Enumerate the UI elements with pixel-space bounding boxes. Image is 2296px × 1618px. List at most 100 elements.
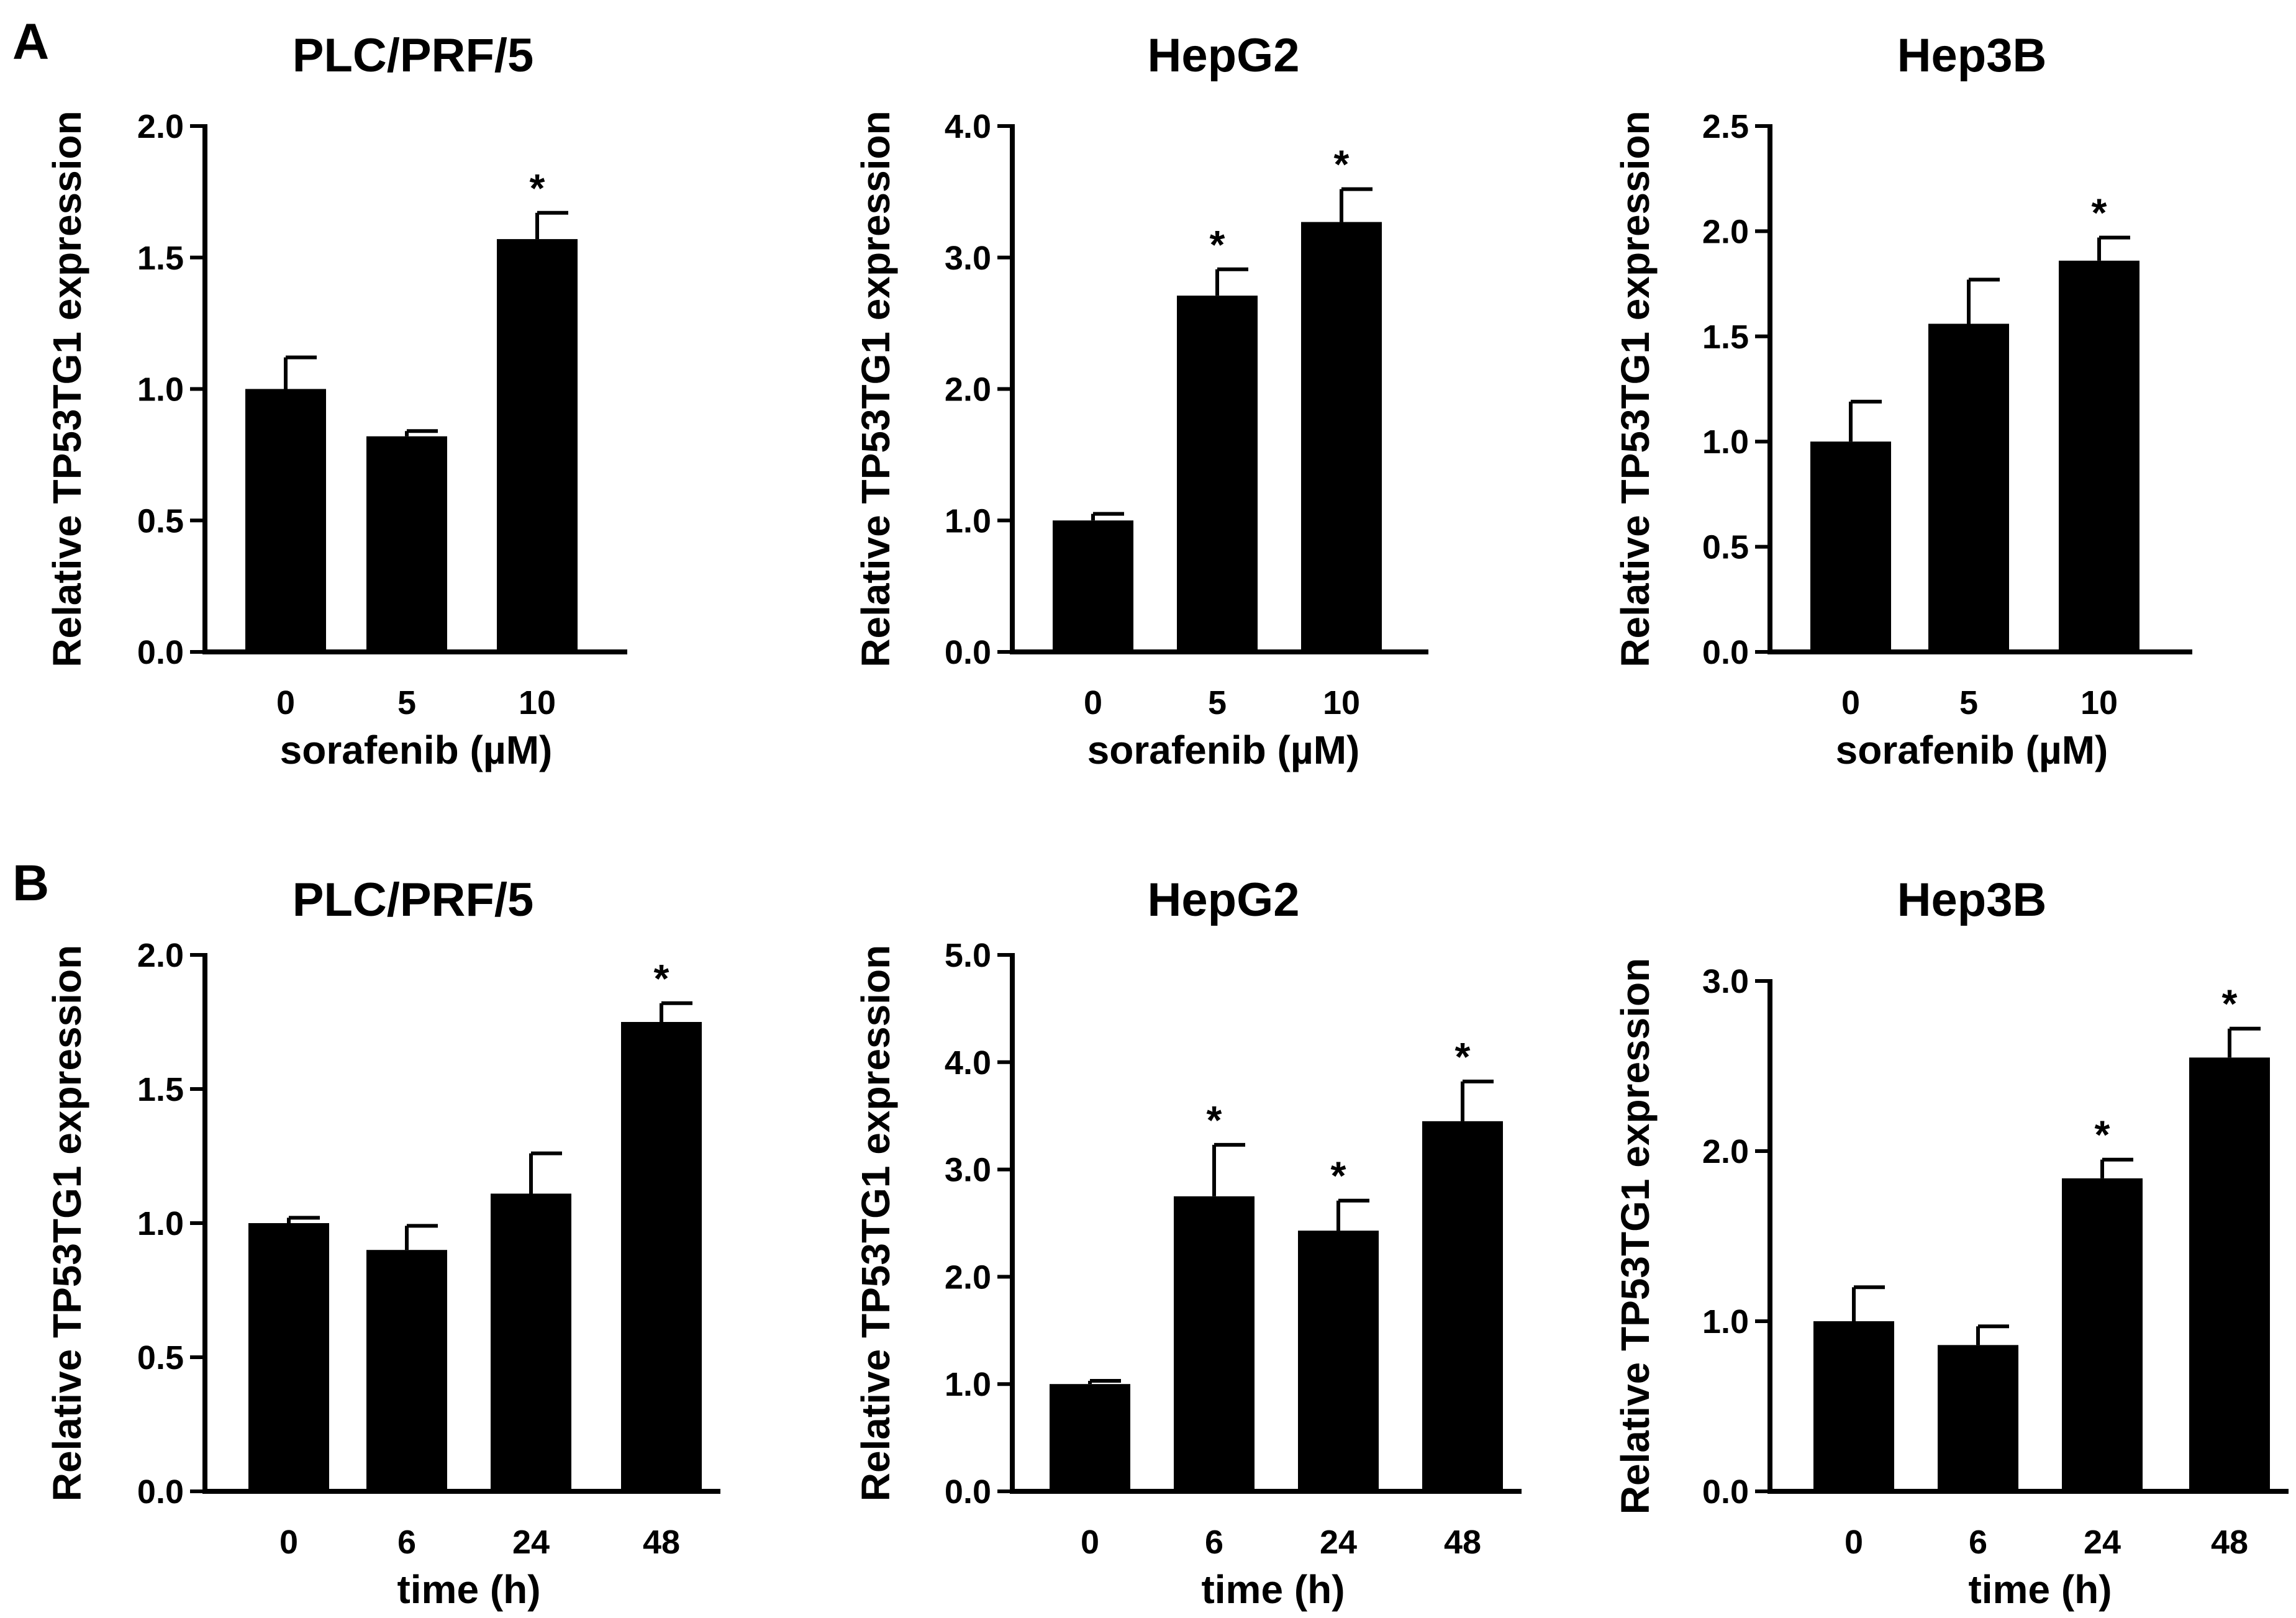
y-tick-label: 2.0 [1702,1133,1749,1170]
chart-title: PLC/PRF/5 [293,29,534,82]
bar [366,1250,447,1491]
x-tick-label: 24 [1320,1524,1357,1561]
bar [2059,260,2139,652]
y-tick-label: 2.0 [945,371,991,409]
y-tick-label: 1.5 [1702,319,1749,356]
y-tick-label: 1.0 [137,1205,184,1242]
x-tick-label: 0 [1081,1524,1099,1561]
y-tick-label: 4.0 [945,108,991,145]
x-tick-label: 0 [279,1524,298,1561]
bar [248,1223,329,1491]
bar [1938,1345,2018,1491]
y-tick-label: 1.0 [945,502,991,540]
x-axis-label: time (h) [397,1567,540,1612]
x-tick-label: 10 [2080,684,2118,721]
y-axis-label: Relative TP53TG1 expression [45,111,89,667]
bar [1174,1196,1255,1491]
y-tick-label: 2.0 [945,1259,991,1296]
y-tick-label: 0.0 [945,634,991,671]
x-tick-label: 0 [1845,1524,1863,1561]
y-axis-label: Relative TP53TG1 expression [1613,958,1658,1514]
y-tick-label: 2.0 [137,108,184,145]
bar [1813,1321,1894,1491]
chart-b-hepg2: HepG2 * * * 0.0 1.0 2.0 3.0 4.0 5.0 0 6 24 48 time (h)… [853,874,1522,1612]
significance-marker: * [1210,222,1225,267]
y-tick-label: 0.5 [137,502,184,540]
x-tick-label: 0 [1841,684,1860,721]
chart-title: Hep3B [1897,874,2047,926]
chart-a-hepg2: HepG2 * * 0.0 1.0 2.0 3.0 4.0 0 5 10 sorafenib (µM)… [853,29,1428,772]
y-tick-label: 1.0 [137,371,184,409]
x-axis-label: sorafenib (µM) [280,728,553,772]
bar [1053,520,1133,652]
bar [1422,1121,1503,1491]
x-tick-label: 24 [2084,1524,2121,1561]
y-tick-label: 3.0 [1702,963,1749,1000]
bar [366,436,447,652]
bar [1301,222,1382,652]
y-tick-label: 2.0 [1702,213,1749,250]
bar [1050,1384,1130,1491]
y-tick-label: 0.5 [1702,529,1749,566]
y-tick-label: 4.0 [945,1044,991,1082]
bar [245,389,326,652]
chart-title: Hep3B [1897,29,2047,82]
y-tick-label: 1.5 [137,240,184,277]
y-tick-label: 1.0 [945,1366,991,1403]
y-tick-label: 0.0 [945,1473,991,1511]
significance-marker: * [654,956,669,1001]
y-tick-label: 3.0 [945,240,991,277]
y-tick-label: 1.0 [1702,1303,1749,1340]
x-tick-label: 10 [1323,684,1360,721]
x-tick-label: 5 [1959,684,1978,721]
y-tick-label: 0.0 [1702,634,1749,671]
y-tick-label: 5.0 [945,937,991,974]
significance-marker: * [2222,982,2238,1026]
chart-a-hep3b: Hep3B * 0.0 0.5 1.0 1.5 2.0 2.5 0 5 10 sorafenib (µ… [1613,29,2192,772]
panel-letter-a: A [12,14,49,70]
x-tick-label: 48 [2211,1524,2248,1561]
x-tick-label: 24 [512,1524,550,1561]
y-tick-label: 1.5 [137,1071,184,1108]
x-axis-label: sorafenib (µM) [1836,728,2108,772]
significance-marker: * [2092,191,2107,235]
x-axis-label: time (h) [1968,1567,2112,1612]
chart-title: HepG2 [1148,874,1300,926]
significance-marker: * [1334,142,1350,187]
bar [1298,1231,1379,1491]
y-tick-label: 0.0 [137,1473,184,1511]
panel-letter-b: B [12,855,49,911]
chart-title: HepG2 [1148,29,1300,82]
bar [491,1193,571,1491]
chart-b-plc: PLC/PRF/5 * 0.0 0.5 1.0 1.5 2.0 0 6 24 48 time (h) R… [45,874,720,1612]
bar [621,1022,702,1491]
x-tick-label: 6 [1205,1524,1223,1561]
chart-a-plc: PLC/PRF/5 * 0.0 0.5 1.0 1.5 2.0 0 5 10 sorafenib (… [45,29,627,772]
y-tick-label: 0.0 [1702,1473,1749,1511]
significance-marker: * [530,166,545,210]
bar [2189,1057,2270,1491]
chart-b-hep3b: Hep3B * * 0.0 1.0 2.0 3.0 0 6 24 48 time (h) Relativ… [1613,874,2289,1612]
x-tick-label: 10 [519,684,556,721]
x-tick-label: 6 [1969,1524,1987,1561]
x-tick-label: 48 [643,1524,680,1561]
x-tick-label: 5 [1208,684,1227,721]
bar [1177,296,1258,653]
chart-title: PLC/PRF/5 [293,874,534,926]
y-axis-label: Relative TP53TG1 expression [45,945,89,1501]
y-tick-label: 3.0 [945,1152,991,1189]
x-tick-label: 5 [397,684,416,721]
x-axis-label: sorafenib (µM) [1087,728,1360,772]
x-tick-label: 48 [1444,1524,1481,1561]
significance-marker: * [2095,1113,2110,1157]
significance-marker: * [1455,1034,1471,1079]
x-tick-label: 0 [1084,684,1102,721]
y-tick-label: 1.0 [1702,423,1749,461]
bar [1928,323,2009,652]
bar [1810,441,1891,652]
bar [2062,1178,2143,1491]
y-tick-label: 2.0 [137,937,184,974]
x-tick-label: 0 [276,684,295,721]
y-tick-label: 2.5 [1702,108,1749,145]
